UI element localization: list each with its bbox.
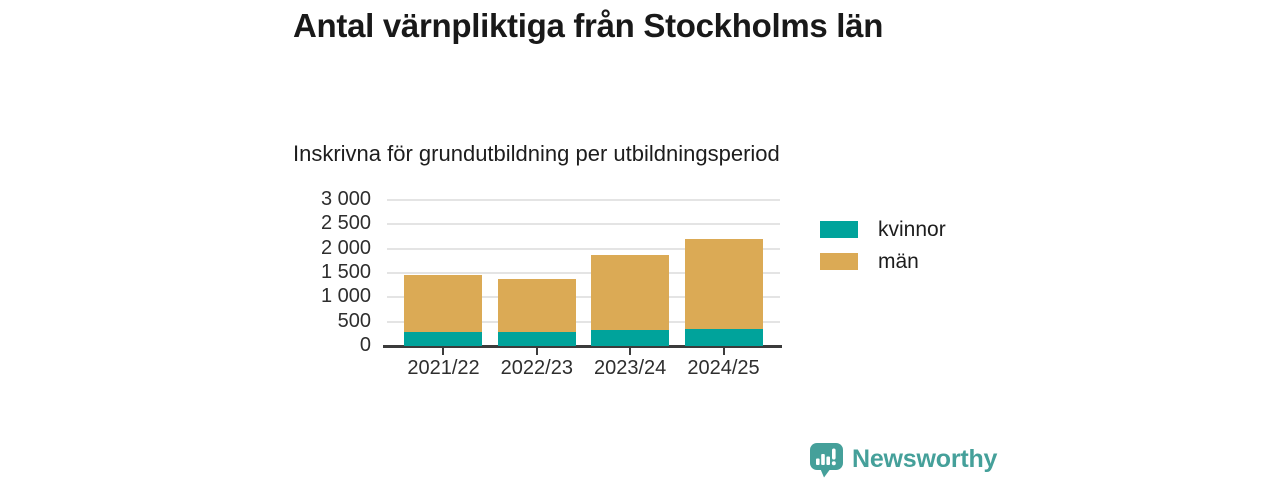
y-tick-label: 500 [337, 309, 371, 332]
newsworthy-logo: Newsworthy [808, 441, 997, 478]
legend-item-kvinnor: kvinnor [820, 217, 946, 241]
chart-title: Antal värnpliktiga från Stockholms län [293, 7, 884, 44]
chart-subtitle: Inskrivna för grundutbildning per utbild… [293, 141, 780, 166]
y-tick-label: 2 000 [320, 236, 371, 259]
gridline [387, 247, 780, 250]
y-tick-label: 2 500 [320, 212, 371, 235]
bar-segment-män-2022/23 [497, 279, 576, 332]
bar-segment-kvinnor-2021/22 [404, 331, 483, 346]
bar-segment-män-2024/25 [684, 239, 763, 330]
y-tick-label: 3 000 [320, 188, 371, 210]
legend-label: kvinnor [878, 217, 946, 241]
x-axis-line [383, 345, 782, 348]
x-tick-label: 2022/23 [500, 357, 573, 379]
bar-segment-kvinnor-2022/23 [497, 331, 576, 346]
x-tick-label: 2024/25 [687, 357, 760, 379]
x-tick [629, 347, 632, 355]
x-tick [442, 347, 445, 355]
gridline [387, 223, 780, 226]
x-tick-label: 2021/22 [407, 357, 480, 379]
legend-label: män [878, 249, 919, 273]
newsworthy-logo-icon [810, 443, 843, 478]
gridline [387, 199, 780, 201]
x-tick-label: 2023/24 [594, 357, 667, 379]
y-axis-labels: 0 500 1 000 1 500 2 000 2 500 3 000 [278, 188, 371, 356]
legend: kvinnor män [820, 217, 946, 284]
legend-swatch-män [820, 253, 858, 270]
x-tick [535, 347, 538, 355]
legend-item-män: män [820, 249, 946, 273]
gridline [387, 320, 780, 323]
bar-segment-män-2021/22 [404, 275, 483, 332]
bar-segment-män-2023/24 [591, 255, 670, 330]
y-tick-label: 1 500 [320, 261, 371, 283]
x-tick [722, 347, 725, 355]
newsworthy-logo-text: Newsworthy [852, 445, 998, 473]
y-tick-label: 1 000 [320, 285, 371, 308]
gridline [387, 296, 780, 299]
legend-swatch-kvinnor [820, 221, 858, 238]
gridline [387, 272, 780, 274]
bar-segment-kvinnor-2024/25 [684, 329, 763, 346]
stacked-bar-chart: 2021/22 2022/23 2023/24 2024/25 [383, 199, 782, 379]
bar-segment-kvinnor-2023/24 [591, 329, 670, 346]
y-tick-label: 0 [359, 334, 371, 356]
